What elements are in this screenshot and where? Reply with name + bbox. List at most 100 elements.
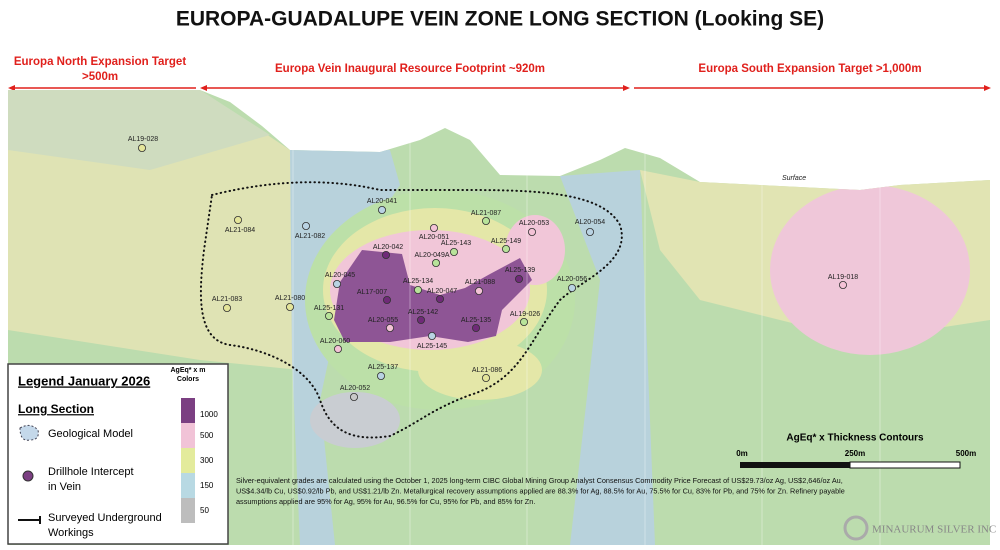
drillhole-label: AL20-045	[325, 272, 355, 279]
target-arrows	[8, 85, 991, 91]
legend-scale-label: 150	[200, 481, 214, 490]
legend-swatch	[181, 448, 195, 473]
drillhole-marker	[429, 223, 438, 232]
drillhole-label: AL20-049A	[414, 252, 449, 259]
contour-gray	[310, 392, 400, 448]
drillhole-label: AL20-055	[368, 317, 398, 324]
drillhole-label: AL25-142	[408, 309, 438, 316]
drillhole-label: AL21-086	[472, 367, 502, 374]
footnote-line: assumptions applied are 95% for Ag, 95% …	[236, 497, 535, 506]
drillhole-marker	[449, 247, 458, 256]
drillhole-label: AL19-026	[510, 311, 540, 318]
contour-yellow	[418, 340, 542, 400]
legend-swatch	[181, 473, 195, 498]
drillhole-label: AL20-041	[367, 198, 397, 205]
scale-bar-label: 500m	[956, 449, 976, 458]
drillhole-marker	[377, 205, 386, 214]
legend-scale-label: 300	[200, 456, 214, 465]
drillhole-marker	[385, 323, 394, 332]
drillhole-label: AL19-018	[828, 274, 858, 281]
drillhole-label: AL17-007	[357, 289, 387, 296]
drillhole-label: AL21-082	[295, 233, 325, 240]
drillhole-marker	[568, 283, 577, 292]
drillhole-marker	[520, 317, 529, 326]
drillhole-marker	[324, 311, 333, 320]
contour-purple	[334, 250, 532, 342]
drillhole-marker	[481, 373, 490, 382]
drillhole-marker	[586, 227, 595, 236]
drillhole-label: AL25-143	[441, 240, 471, 247]
drillhole-marker	[528, 227, 537, 236]
drillhole-label: AL21-080	[275, 295, 305, 302]
arrowhead	[8, 85, 15, 91]
drillhole-marker	[222, 303, 231, 312]
legend-item-label: Surveyed Underground	[48, 512, 162, 524]
legend-item-label: in Vein	[48, 481, 81, 493]
drillhole-label: AL25-137	[368, 364, 398, 371]
drillhole-marker	[137, 143, 146, 152]
drillholes: AL19-028 AL20-041 AL21-087 AL20-053 AL20-054…	[128, 136, 858, 401]
drillhole-marker	[474, 286, 483, 295]
contour-pale	[8, 90, 270, 170]
drillhole-label: AL25-131	[314, 305, 344, 312]
arrowhead	[984, 85, 991, 91]
drillhole-marker	[233, 215, 242, 224]
drillhole-label: AL20-051	[419, 234, 449, 241]
drillhole-label: AL25-145	[417, 343, 447, 350]
scale-segment	[849, 461, 961, 469]
scale-segment	[740, 462, 850, 468]
legend-scale: AgEq* x m Colors 1000 500 300 150 50	[170, 367, 218, 523]
contour-blue	[560, 170, 655, 545]
drillhole-label: AL20-053	[519, 220, 549, 227]
drillhole-label: AL20-052	[340, 385, 370, 392]
drillhole-marker	[301, 221, 310, 230]
scale-bar: AgEq* x Thickness Contours 0m 250m 500m	[736, 433, 976, 469]
drillhole-marker	[427, 331, 436, 340]
drillhole-marker	[515, 274, 524, 283]
target-label: Europa South Expansion Target >1,000m	[698, 63, 921, 75]
drillhole-marker	[333, 344, 342, 353]
contour-blue	[290, 150, 400, 545]
drillhole-label: AL21-083	[212, 296, 242, 303]
drillhole-label: AL25-134	[403, 278, 433, 285]
scale-bar-title: AgEq* x Thickness Contours	[786, 433, 924, 444]
legend-item-label: Geological Model	[48, 428, 133, 440]
legend-item-label: Drillhole Intercept	[48, 466, 134, 478]
legend-scale-label: 1000	[200, 410, 218, 419]
scale-bar-label: 250m	[845, 449, 865, 458]
legend-workings-icon	[18, 516, 41, 524]
target-label: Europa Vein Inaugural Resource Footprint…	[275, 63, 545, 75]
logo-icon	[843, 515, 869, 541]
drillhole-label: AL25-135	[461, 317, 491, 324]
geological-model-outline	[199, 181, 623, 439]
target-distance: >500m	[82, 71, 118, 83]
logo-text: MINAURUM SILVER INC	[872, 524, 996, 536]
drillhole-marker	[413, 285, 422, 294]
drillhole-label: AL20-054	[575, 219, 605, 226]
drillhole-label: AL25-149	[491, 238, 521, 245]
drillhole-marker	[349, 392, 358, 401]
legend-drillhole-icon	[22, 470, 34, 482]
legend-title: Legend January 2026	[18, 373, 150, 388]
scale-bar-label: 0m	[736, 449, 748, 458]
legend-swatch	[181, 423, 195, 448]
legend-items: Geological Model Drillhole Intercept in Ve…	[48, 428, 162, 539]
drillhole-marker	[839, 280, 848, 289]
drillhole-label: AL20-042	[373, 244, 403, 251]
legend-item-label: Workings	[48, 527, 94, 539]
drillhole-label: AL21-087	[471, 210, 501, 217]
contour-pink	[770, 185, 970, 355]
drillhole-label: AL21-088	[465, 279, 495, 286]
legend-scale-label: 500	[200, 431, 214, 440]
legend-scale-title: Colors	[177, 376, 199, 383]
drillhole-label: AL25-139	[505, 267, 535, 274]
surface-label: Surface	[782, 175, 806, 182]
legend: Legend January 2026 Long Section Geologi…	[7, 363, 229, 545]
footnote: Silver-equivalent grades are calculated …	[236, 476, 845, 506]
drillhole-marker	[435, 294, 444, 303]
drillhole-marker	[501, 244, 510, 253]
drillhole-marker	[431, 258, 440, 267]
legend-scale-title: AgEq* x m	[170, 367, 205, 374]
drillhole-marker	[381, 250, 390, 259]
